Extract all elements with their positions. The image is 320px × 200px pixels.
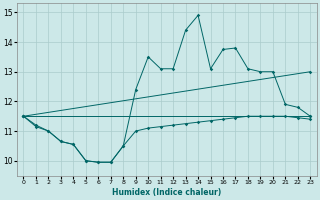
X-axis label: Humidex (Indice chaleur): Humidex (Indice chaleur) <box>112 188 221 197</box>
